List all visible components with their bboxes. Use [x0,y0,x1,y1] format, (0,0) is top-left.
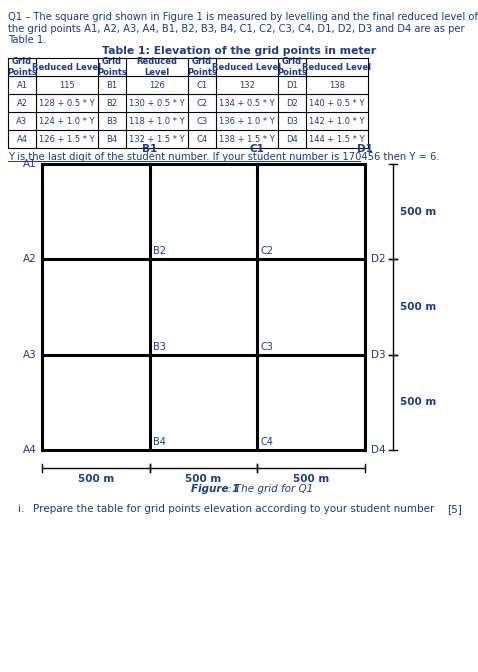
Text: : The grid for Q1: : The grid for Q1 [228,484,313,494]
Text: D2: D2 [371,254,386,264]
Text: C3: C3 [196,116,207,126]
Text: 142 + 1.0 * Y: 142 + 1.0 * Y [309,116,365,126]
Text: Table 1.: Table 1. [8,35,46,45]
Text: 132: 132 [239,81,255,89]
Text: Table 1: Elevation of the grid points in meter: Table 1: Elevation of the grid points in… [102,46,376,56]
Text: 136 + 1.0 * Y: 136 + 1.0 * Y [219,116,275,126]
Text: 500 m: 500 m [78,474,114,484]
Text: A1: A1 [17,81,28,89]
Text: D3: D3 [286,116,298,126]
Text: B4: B4 [152,437,165,447]
Text: 500 m: 500 m [293,474,329,484]
Text: 500 m: 500 m [400,207,436,216]
Text: 138 + 1.5 * Y: 138 + 1.5 * Y [219,134,275,144]
Text: B3: B3 [107,116,118,126]
Text: i.: i. [18,504,24,514]
Text: Figure 1: Figure 1 [191,484,239,494]
Text: 132 + 1.5 * Y: 132 + 1.5 * Y [129,134,185,144]
Text: B1: B1 [142,144,157,154]
Text: A3: A3 [16,116,28,126]
Text: 126: 126 [149,81,165,89]
Text: 128 + 0.5 * Y: 128 + 0.5 * Y [39,99,95,108]
Text: Reduced Level: Reduced Level [303,62,371,71]
Text: D4: D4 [286,134,298,144]
Text: C2: C2 [196,99,207,108]
Text: A2: A2 [23,254,37,264]
Text: Reduced Level: Reduced Level [212,62,282,71]
Text: 118 + 1.0 * Y: 118 + 1.0 * Y [129,116,185,126]
Text: 126 + 1.5 * Y: 126 + 1.5 * Y [39,134,95,144]
Text: Reduced
Level: Reduced Level [137,57,177,77]
Text: Grid
Points: Grid Points [277,57,307,77]
Text: 144 + 1.5 * Y: 144 + 1.5 * Y [309,134,365,144]
Text: Y is the last digit of the student number. If your student number is 170456 then: Y is the last digit of the student numbe… [8,152,440,162]
Text: 500 m: 500 m [400,397,436,407]
Text: 130 + 0.5 * Y: 130 + 0.5 * Y [129,99,185,108]
Text: B4: B4 [107,134,118,144]
Text: Grid
Points: Grid Points [97,57,127,77]
Text: Reduced Level: Reduced Level [33,62,101,71]
Text: Grid
Points: Grid Points [7,57,37,77]
Text: D1: D1 [357,144,373,154]
Text: 134 + 0.5 * Y: 134 + 0.5 * Y [219,99,275,108]
Text: D2: D2 [286,99,298,108]
Text: D1: D1 [286,81,298,89]
Text: 115: 115 [59,81,75,89]
Text: 138: 138 [329,81,345,89]
Text: B2: B2 [152,247,166,256]
Text: 124 + 1.0 * Y: 124 + 1.0 * Y [39,116,95,126]
Text: 500 m: 500 m [185,474,222,484]
Text: B1: B1 [107,81,118,89]
Text: A1: A1 [23,159,37,169]
Text: A2: A2 [17,99,28,108]
Text: C1: C1 [250,144,265,154]
Text: B2: B2 [107,99,118,108]
Text: A4: A4 [17,134,28,144]
Text: C3: C3 [261,341,273,351]
Text: 140 + 0.5 * Y: 140 + 0.5 * Y [309,99,365,108]
Text: B3: B3 [152,341,165,351]
Text: C4: C4 [196,134,207,144]
Text: A3: A3 [23,349,37,360]
Text: [5]: [5] [447,504,462,514]
Text: Q1 – The square grid shown in Figure 1 is measured by levelling and the final re: Q1 – The square grid shown in Figure 1 i… [8,12,478,22]
Text: 500 m: 500 m [400,302,436,312]
Text: Grid
Points: Grid Points [187,57,217,77]
Text: C4: C4 [261,437,273,447]
Text: A4: A4 [23,445,37,455]
Text: C1: C1 [196,81,207,89]
Text: C2: C2 [261,247,273,256]
Text: D3: D3 [371,349,386,360]
Text: D4: D4 [371,445,386,455]
Text: Prepare the table for grid points elevation according to your student number: Prepare the table for grid points elevat… [33,504,435,514]
Text: the grid points A1, A2, A3, A4, B1, B2, B3, B4, C1, C2, C3, C4, D1, D2, D3 and D: the grid points A1, A2, A3, A4, B1, B2, … [8,24,465,34]
